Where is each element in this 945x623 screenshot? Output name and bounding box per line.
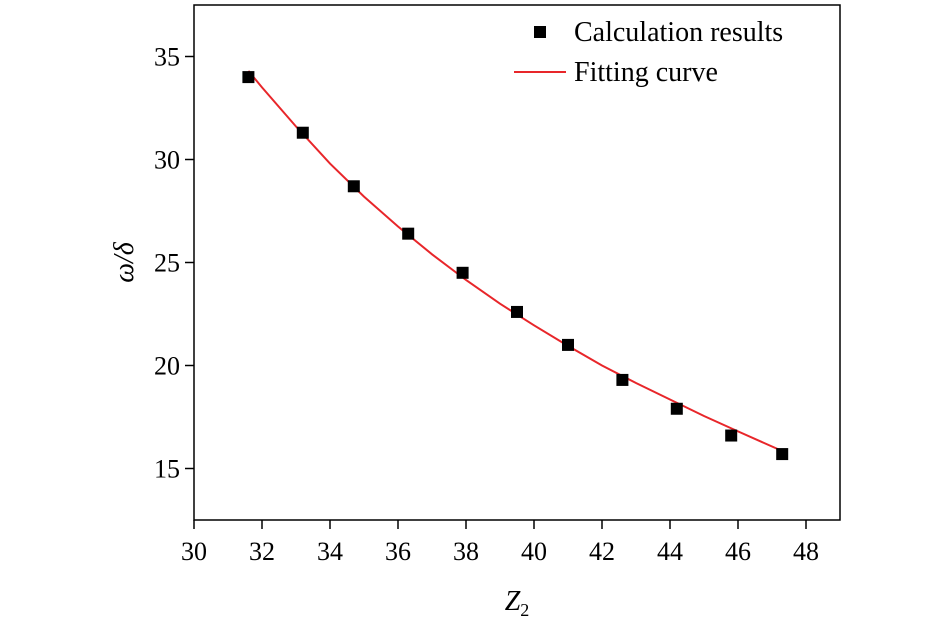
plot-area bbox=[242, 70, 789, 461]
x-tick-label: 44 bbox=[657, 537, 683, 566]
data-point bbox=[242, 71, 255, 84]
data-point bbox=[725, 429, 738, 442]
data-point bbox=[670, 402, 683, 415]
x-tick-label: 32 bbox=[249, 537, 275, 566]
y-tick-label: 15 bbox=[154, 455, 180, 484]
x-tick-label: 48 bbox=[793, 537, 819, 566]
data-point bbox=[456, 266, 469, 279]
axes: 30 32 34 36 38 40 42 44 46 48 15 20 25 30 35 Z2 ω/δ bbox=[109, 4, 841, 620]
data-point bbox=[776, 448, 789, 461]
data-point bbox=[296, 126, 309, 139]
data-point bbox=[562, 338, 574, 351]
data-point bbox=[402, 227, 415, 240]
y-tick-label: 20 bbox=[154, 352, 180, 381]
x-tick-label: 30 bbox=[181, 537, 207, 566]
x-tick-label: 42 bbox=[589, 537, 615, 566]
data-point bbox=[511, 305, 523, 318]
legend-marker-calculation-results bbox=[534, 26, 546, 38]
fitting-curve-line bbox=[247, 70, 783, 452]
x-tick-label: 34 bbox=[317, 537, 343, 566]
legend: Calculation results Fitting curve bbox=[514, 17, 783, 88]
x-axis-title-main: Z bbox=[505, 586, 521, 617]
y-tick-label: 30 bbox=[154, 146, 180, 175]
x-tick-label: 40 bbox=[521, 537, 547, 566]
x-axis-title: Z2 bbox=[505, 586, 530, 620]
data-point bbox=[616, 373, 629, 386]
y-axis-title: ω/δ bbox=[109, 241, 140, 283]
legend-label: Calculation results bbox=[574, 17, 783, 48]
x-tick-label: 38 bbox=[453, 537, 479, 566]
y-tick-label: 25 bbox=[154, 249, 180, 278]
x-tick-label: 36 bbox=[385, 537, 411, 566]
y-tick-label: 35 bbox=[154, 43, 180, 72]
x-axis-title-subscript: 2 bbox=[520, 600, 529, 620]
x-tick-label: 46 bbox=[725, 537, 751, 566]
legend-label: Fitting curve bbox=[574, 57, 718, 88]
data-point bbox=[347, 180, 360, 193]
plot-frame bbox=[193, 4, 841, 521]
